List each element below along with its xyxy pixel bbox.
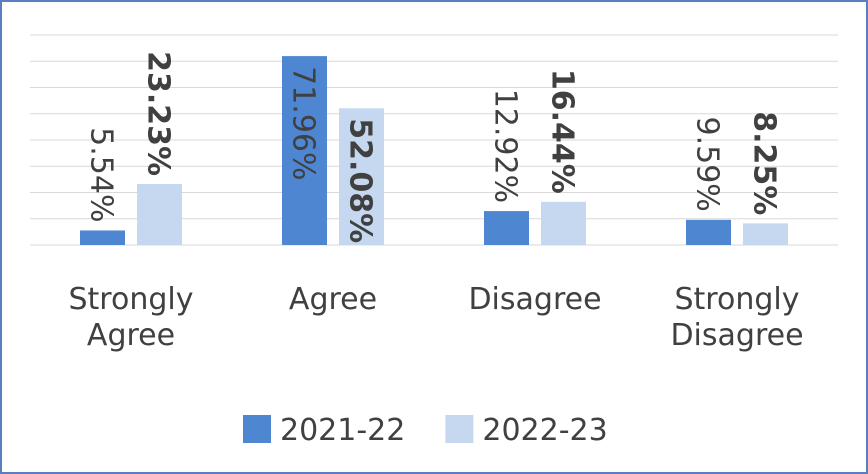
data-label: 5.54% xyxy=(84,127,119,222)
bar xyxy=(484,211,529,245)
legend-swatch xyxy=(243,415,271,443)
data-label: 9.59% xyxy=(690,117,725,212)
bar xyxy=(282,56,327,246)
legend-swatch xyxy=(445,415,474,443)
legend-label: 2021-22 xyxy=(280,413,405,448)
bar xyxy=(541,201,586,245)
x-tick-label: Strongly Disagree xyxy=(670,282,804,353)
data-label: 8.25% xyxy=(747,111,782,215)
data-label: 23.23% xyxy=(141,51,176,176)
data-label: 52.08% xyxy=(343,118,378,243)
data-label: 12.92% xyxy=(488,89,523,203)
x-tick-label: Strongly Agree xyxy=(68,282,194,353)
bar xyxy=(339,108,384,245)
legend-label: 2022-23 xyxy=(482,413,607,448)
bar xyxy=(137,184,182,245)
x-tick-label: Disagree xyxy=(468,282,602,317)
bar xyxy=(743,223,788,245)
x-tick-label: Agree xyxy=(288,282,378,317)
bar xyxy=(80,230,125,245)
data-label: 16.44% xyxy=(545,69,580,194)
data-label: 71.96% xyxy=(286,66,321,180)
bar xyxy=(686,219,731,245)
